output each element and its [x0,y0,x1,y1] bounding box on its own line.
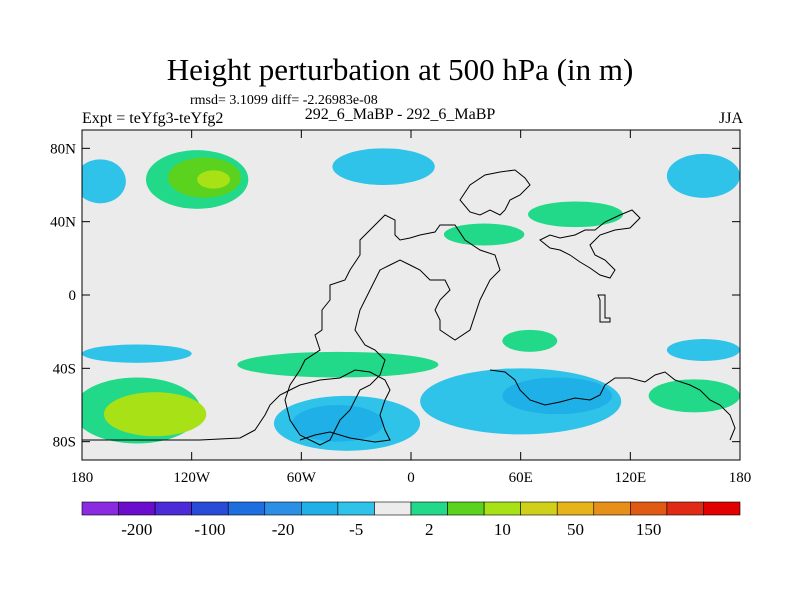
lon-label-1: 120W [173,470,211,486]
colorbar-swatch-5 [264,501,302,516]
lat-label-1: 40N [50,215,76,231]
region-australia-positive [648,379,740,413]
latitude-axis: 80N 40N 0 40S 80S [50,141,740,451]
colorbar-label-2: -20 [272,520,295,539]
region-indian-positive-band [502,329,558,352]
colorbar-swatch-15 [630,501,668,516]
colorbar-label-0: -200 [121,520,152,539]
colorbar-label-4: 2 [425,520,434,539]
lon-label-0: 180 [71,470,94,486]
antarctic-outline [82,369,391,443]
region-n-pacific-negative [82,159,126,204]
colorbar-swatch-9 [410,501,448,516]
isolated-island-outline [597,294,611,323]
lat-label-4: 80S [53,435,76,451]
region-s-america-positive-band [237,351,439,378]
colorbar-swatch-2 [154,501,192,516]
colorbar-label-6: 50 [567,520,584,539]
south-america-outline [284,214,501,446]
region-s-pacific-positive-inner [103,392,207,437]
lon-label-3: 0 [407,470,415,486]
colorbar-swatch-6 [301,501,339,516]
lon-label-6: 180 [729,470,752,486]
region-n-america-positive-core [197,170,231,189]
asia-outline [539,209,641,279]
season-label: JJA [718,110,743,127]
longitude-axis: 180 120W 60W 0 60E 120E 180 [71,130,752,486]
colorbar-swatch-12 [520,501,558,516]
colorbar-label-5: 10 [494,520,511,539]
land-outlines [82,169,736,446]
lon-label-4: 60E [509,470,533,486]
plot-title: Height perturbation at 500 hPa (in m) [166,52,634,87]
colorbar-label-7: 150 [636,520,662,539]
lon-label-2: 60W [287,470,317,486]
lat-label-2: 0 [69,288,77,304]
colorbar-swatch-7 [337,501,375,516]
colorbar-label-1: -100 [194,520,225,539]
region-s-pacific-negative-band [82,344,192,363]
experiment-label: Expt = teYfg3-teYfg2 [82,110,224,127]
colorbar-swatch-14 [593,501,631,516]
region-sw-pacific-negative [666,339,740,361]
colorbar-swatch-17 [703,501,741,516]
colorbar-label-3: -5 [349,520,363,539]
region-nw-pacific-negative [666,153,740,198]
colorbar-swatch-10 [447,501,485,516]
colorbar-swatch-11 [483,501,521,516]
lon-label-5: 120E [614,470,646,486]
colorbar-swatch-8 [374,501,412,516]
region-e-asia-positive [527,201,624,228]
lat-label-3: 40S [53,361,76,377]
se-land-outline [489,369,736,441]
colorbar-swatch-1 [118,501,156,516]
colorbar-swatch-13 [556,501,595,516]
colorbar-swatch-4 [227,501,266,516]
north-land-outline [459,169,531,216]
colorbar-swatch-0 [81,501,119,516]
colorbar-swatch-3 [191,501,229,516]
colorbar: -200 -100 -20 -5 2 10 50 150 [81,501,741,539]
anomaly-regions [82,148,740,451]
lat-label-0: 80N [50,141,76,157]
region-s-indian-negative-inner [502,377,613,415]
colorbar-swatch-16 [666,501,704,516]
region-europe-positive [443,223,525,246]
stats-line: rmsd= 3.1099 diff= -2.26983e-08 [190,93,378,108]
region-n-atlantic-negative [332,148,435,186]
subtitle: 292_6_MaBP - 292_6_MaBP [304,106,496,123]
